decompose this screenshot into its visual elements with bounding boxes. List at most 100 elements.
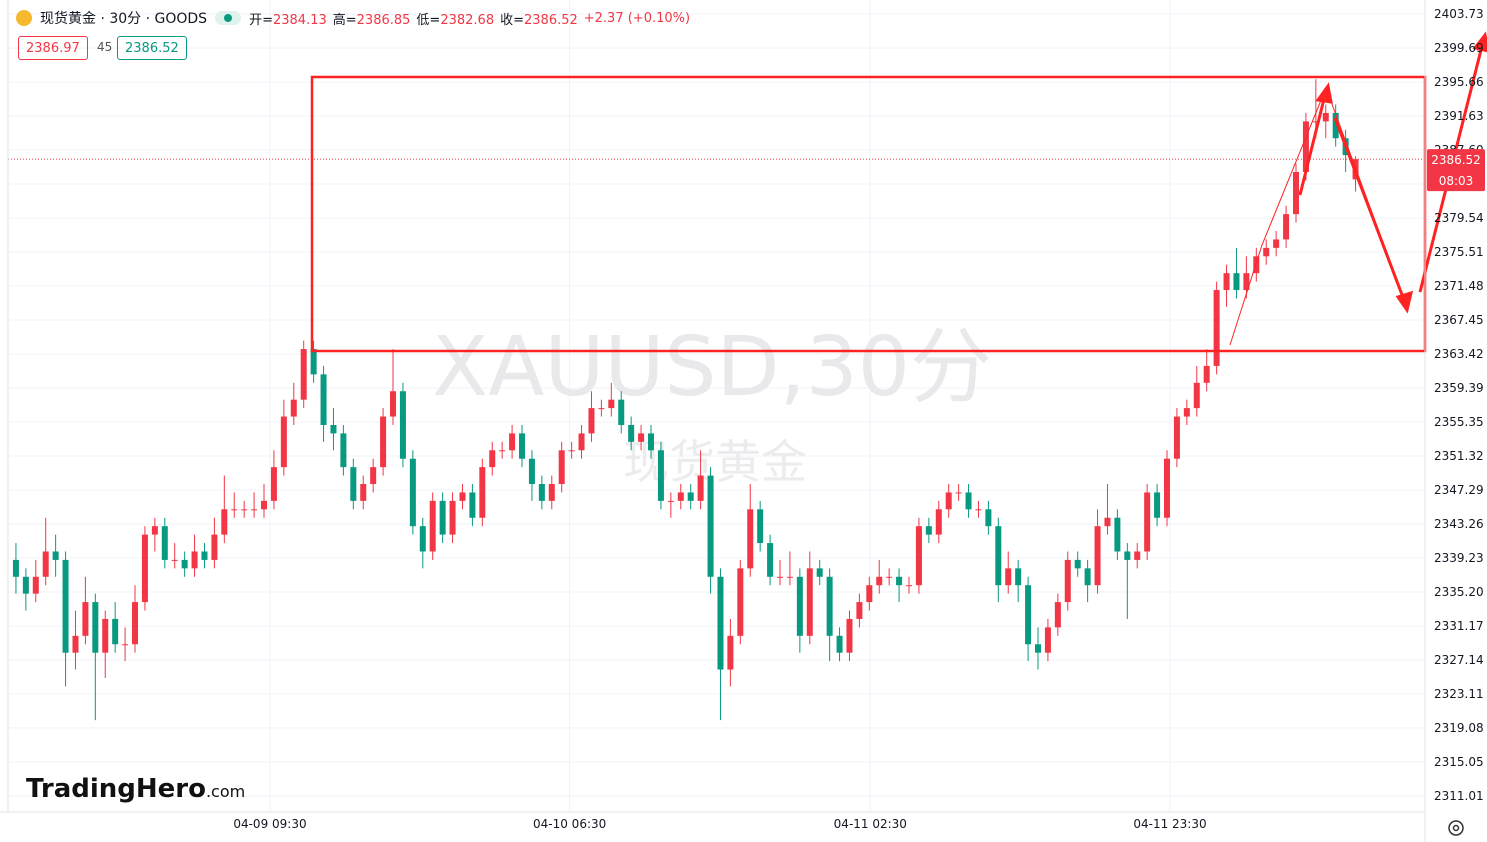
- candle-body: [816, 568, 823, 577]
- y-tick-label: 2359.39: [1434, 381, 1484, 395]
- candle-body: [132, 602, 139, 645]
- candle-body: [42, 551, 49, 577]
- ask-box[interactable]: 2386.52: [117, 36, 187, 60]
- candle-body: [330, 424, 337, 434]
- candle-body: [1054, 602, 1061, 628]
- candle-body: [350, 467, 357, 501]
- candle-body: [1203, 365, 1210, 383]
- candle-body: [935, 509, 942, 535]
- candle-body: [1312, 121, 1319, 123]
- candle-body: [191, 551, 198, 569]
- candle-body: [856, 602, 863, 619]
- candle-body: [489, 450, 496, 468]
- candle-body: [211, 534, 218, 560]
- candle-body: [1124, 551, 1131, 560]
- y-tick-label: 2331.17: [1434, 619, 1484, 633]
- candle-body: [747, 509, 754, 569]
- candle-body: [1283, 214, 1290, 240]
- candle-body: [945, 492, 952, 510]
- candle-body: [1164, 458, 1171, 518]
- candle-body: [509, 433, 516, 451]
- y-tick-label: 2323.11: [1434, 687, 1484, 701]
- candle-body: [221, 509, 228, 535]
- candle-body: [1233, 273, 1240, 291]
- y-tick-label: 2379.54: [1434, 211, 1484, 225]
- ohlc-label: 低=: [416, 12, 441, 28]
- candle-body: [1322, 112, 1329, 122]
- candle-body: [112, 618, 119, 645]
- candle-body: [1253, 256, 1260, 274]
- candle-body: [975, 509, 982, 511]
- symbol-icon: [16, 10, 32, 26]
- candle-body: [1104, 517, 1111, 527]
- candle-body: [62, 559, 69, 653]
- spread: 45: [97, 40, 113, 54]
- candle-body: [151, 526, 158, 535]
- y-tick-label: 2339.23: [1434, 551, 1484, 565]
- candle-body: [717, 576, 724, 670]
- candle-body: [548, 484, 555, 501]
- x-tick-label: 04-09 09:30: [233, 817, 306, 831]
- candle-body: [995, 526, 1002, 586]
- change: +2.37 (+0.10%): [583, 10, 691, 26]
- candle-body: [866, 585, 873, 603]
- candle-body: [757, 509, 764, 544]
- candle-body: [737, 568, 744, 636]
- candle-body: [320, 374, 327, 425]
- candle-body: [1035, 644, 1042, 653]
- price-label-bg: [1427, 149, 1485, 192]
- candle-body: [231, 509, 238, 511]
- candle-body: [300, 349, 307, 400]
- candle-body: [777, 576, 784, 578]
- candle-body: [280, 416, 287, 468]
- candle-body: [1134, 551, 1141, 560]
- candle-body: [399, 391, 406, 459]
- candle-body: [32, 576, 39, 594]
- candle-body: [290, 399, 297, 417]
- candle-body: [925, 526, 932, 535]
- y-tick-label: 2367.45: [1434, 313, 1484, 327]
- y-tick-label: 2347.29: [1434, 483, 1484, 497]
- candle-body: [786, 576, 793, 578]
- candle-body: [82, 602, 89, 636]
- candle-body: [390, 391, 397, 417]
- candle-body: [1302, 121, 1309, 172]
- ohlc-value: 2386.85: [356, 12, 411, 28]
- y-tick-label: 2371.48: [1434, 279, 1484, 293]
- candle-body: [657, 450, 664, 501]
- candle-body: [201, 551, 208, 560]
- candle-body: [648, 433, 655, 451]
- candle-body: [1064, 559, 1071, 603]
- candle-body: [102, 618, 109, 653]
- candle-body: [578, 433, 585, 451]
- y-tick-label: 2403.73: [1434, 7, 1484, 21]
- candle-body: [1144, 492, 1151, 552]
- candle-body: [618, 399, 625, 425]
- candle-body: [171, 559, 178, 561]
- candle-body: [886, 576, 893, 578]
- bid-box[interactable]: 2386.97: [18, 36, 88, 60]
- y-tick-label: 2311.01: [1434, 789, 1484, 803]
- price-label: 2386.52: [1431, 153, 1481, 167]
- candle-body: [340, 433, 347, 468]
- candle-body: [52, 551, 59, 560]
- candle-body: [419, 526, 426, 552]
- candle-body: [519, 433, 526, 459]
- candle-body: [528, 458, 535, 485]
- settings-icon[interactable]: [1448, 820, 1464, 836]
- candle-body: [429, 500, 436, 552]
- candle-body: [161, 526, 168, 560]
- watermark: XAUUSD,30分: [432, 320, 992, 415]
- symbol-title: 现货黄金 · 30分 · GOODS: [40, 11, 208, 27]
- candle-body: [122, 644, 129, 646]
- candle-body: [1183, 408, 1190, 417]
- candle-body: [439, 500, 446, 535]
- candle-body: [806, 568, 813, 636]
- trend-line: [1229, 86, 1409, 346]
- candle-body: [1193, 382, 1200, 409]
- candle-body: [558, 450, 565, 485]
- ohlc-label: 开=: [249, 12, 273, 28]
- candle-body: [1005, 568, 1012, 586]
- candle-body: [449, 500, 456, 535]
- x-tick-label: 04-11 02:30: [834, 817, 907, 831]
